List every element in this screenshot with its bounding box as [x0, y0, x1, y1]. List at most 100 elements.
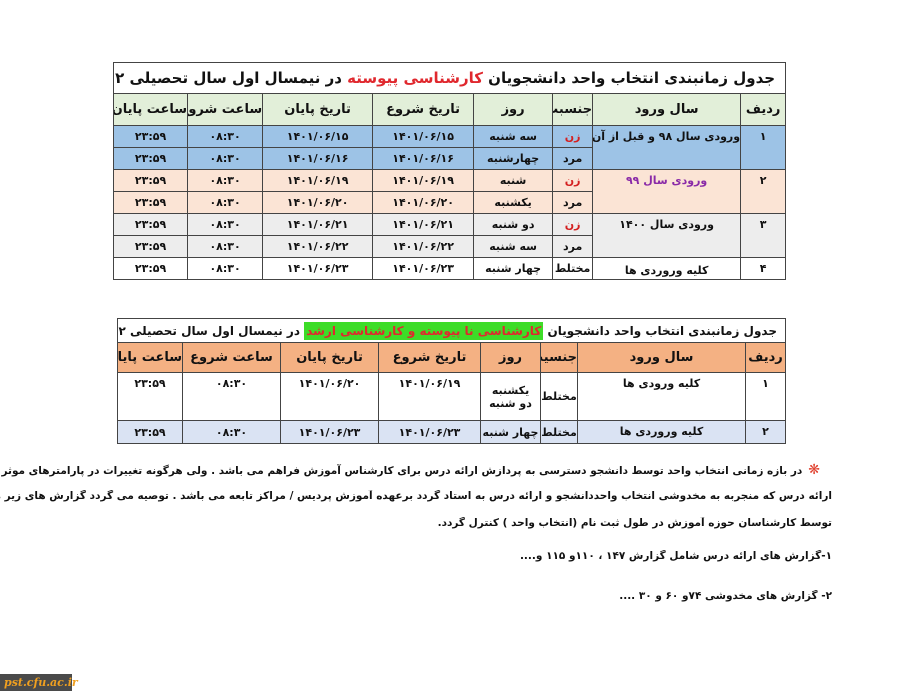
end: ۱۴۰۱/۰۶/۱۹ [262, 169, 374, 192]
entry-year: ورودی سال ۹۸ و قبل از آن [592, 125, 742, 170]
start: ۱۴۰۱/۰۶/۲۱ [372, 213, 475, 236]
t-start: ۰۸:۳۰ [187, 213, 264, 236]
table-row: ۲ کلیه ورورد‌ی ها مختلط چهار شنبه ۱۴۰۱/۰۶/۲۳… [116, 420, 787, 444]
note-item-2: ۲- گزارش های مخدوشی ۷۴و ۶۰ و ۳۰ .... [619, 590, 832, 602]
end: ۱۴۰۱/۰۶/۱۵ [262, 125, 374, 148]
schedule-table-noncontinuous-masters: جدول زمانبندی انتخاب واحد دانشجویان کارش… [116, 318, 787, 444]
end: ۱۴۰۱/۰۶/۲۰ [280, 372, 380, 421]
row-number: ۲ [740, 169, 787, 214]
site-logo: pst.cfu.ac.ir [0, 674, 78, 691]
column-header: جنسبت [552, 93, 594, 126]
row-number: ۲ [745, 420, 787, 444]
note-line-3: توسط کارشناسان حوزه آموزش در طول ثبت نام… [437, 517, 832, 529]
entry-year: ورودی سال ۹۹ [592, 169, 742, 214]
day: چهار شنبه [480, 420, 542, 444]
start: ۱۴۰۱/۰۶/۱۹ [378, 372, 482, 421]
day: چهار شنبه [473, 257, 554, 280]
title-highlight: کارشناسی نا پیوسته و کارشناسی ارشد [304, 321, 544, 340]
row-number: ۱ [740, 125, 787, 170]
t-end: ۲۳:۵۹ [116, 420, 184, 444]
t-start: ۰۸:۳۰ [187, 191, 264, 214]
day: چهارشنبه [473, 147, 554, 170]
gender: مرد [552, 235, 594, 258]
column-header: روز [473, 93, 554, 126]
column-header: سال ورود [577, 342, 747, 373]
schedule-table-continuous-bachelor: جدول زمانبندی انتخاب واحد دانشجویان کارش… [112, 62, 787, 280]
t-end: ۲۳:۵۹ [112, 257, 189, 280]
gender: مختلط [540, 372, 579, 421]
entry-year: ورودی سال ۱۴۰۰ [592, 213, 742, 258]
table-row: مرد سه شنبه ۱۴۰۱/۰۶/۲۲ ۱۴۰۱/۰۶/۲۲ ۰۸:۳۰ ۲۳:۵۹ [112, 235, 786, 258]
end: ۱۴۰۱/۰۶/۲۰ [262, 191, 374, 214]
day: دو شنبه [473, 213, 554, 236]
table-row: ۱ کلیه ورودی ها مختلط یکشنبه دو شنبه ۱۴۰۱/۰۶… [116, 372, 787, 421]
asterisk-flower-icon: ❋ [808, 462, 820, 478]
column-header: ردیف [740, 93, 787, 126]
start: ۱۴۰۱/۰۶/۲۰ [372, 191, 475, 214]
t-start: ۰۸:۳۰ [187, 125, 264, 148]
t-end: ۲۳:۵۹ [112, 235, 189, 258]
table-row: ۳ ورودی سال ۱۴۰۰ زن دو شنبه ۱۴۰۱/۰۶/۲۱ ۱۴۰۱/۰… [112, 213, 787, 258]
start: ۱۴۰۱/۰۶/۱۶ [372, 147, 475, 170]
t-end: ۲۳:۵۹ [116, 372, 184, 421]
gender: مختلط [552, 257, 594, 280]
row-number: ۴ [740, 257, 787, 280]
t-start: ۰۸:۳۰ [187, 147, 264, 170]
end: ۱۴۰۱/۰۶/۲۳ [262, 257, 374, 280]
gender: زن [552, 125, 594, 148]
end: ۱۴۰۱/۰۶/۲۲ [262, 235, 374, 258]
t-end: ۲۳:۵۹ [112, 169, 189, 192]
day: شنبه [473, 169, 554, 192]
start: ۱۴۰۱/۰۶/۲۳ [378, 420, 482, 444]
column-header: تاریخ شروع [372, 93, 475, 126]
note-line-1: ❋در بازه زمانی انتخاب واحد توسط دانشجو د… [0, 462, 820, 478]
table-title: جدول زمانبندی انتخاب واحد دانشجویان کارش… [112, 62, 787, 94]
column-header: سال ورود [592, 93, 742, 126]
end: ۱۴۰۱/۰۶/۲۱ [262, 213, 374, 236]
t-start: ۰۸:۳۰ [182, 372, 282, 421]
gender: زن [552, 213, 594, 236]
column-header: روز [480, 342, 542, 373]
column-header: ردیف [745, 342, 787, 373]
row-number: ۱ [745, 372, 787, 421]
column-header: جنسیت [540, 342, 579, 373]
start: ۱۴۰۱/۰۶/۲۳ [372, 257, 475, 280]
column-header: تاریخ پایان [262, 93, 374, 126]
gender: مرد [552, 191, 594, 214]
day: یکشنبه [473, 191, 554, 214]
gender: مختلط [540, 420, 579, 444]
column-header: ساعت پایان [112, 93, 189, 126]
entry-year: کلیه ورورد‌ی ها [592, 257, 742, 280]
title-highlight: کارشناسی پیوسته [347, 69, 483, 87]
start: ۱۴۰۱/۰۶/۱۹ [372, 169, 475, 192]
t-end: ۲۳:۵۹ [112, 147, 189, 170]
day: سه شنبه [473, 125, 554, 148]
table-row: ۲ ورودی سال ۹۹ زن شنبه ۱۴۰۱/۰۶/۱۹ ۱۴۰۱/۰۶/۱۹ ۰… [112, 169, 787, 214]
day: سه شنبه [473, 235, 554, 258]
t-start: ۰۸:۳۰ [187, 257, 264, 280]
column-header: ساعت پایان [116, 342, 184, 373]
column-header: ساعت شروع [182, 342, 282, 373]
t-end: ۲۳:۵۹ [112, 125, 189, 148]
column-header: تاریخ شروع [378, 342, 482, 373]
t-start: ۰۸:۳۰ [187, 235, 264, 258]
note-line-2: ارائه درس که منجربه به مخدوشی انتخاب واح… [0, 490, 832, 502]
gender: زن [552, 169, 594, 192]
t-start: ۰۸:۳۰ [182, 420, 282, 444]
note-item-1: ۱-گزارش های ارائه درس شامل گزارش ۱۴۷ ، ۱… [519, 550, 832, 562]
table-row: ۱ ورودی سال ۹۸ و قبل از آن زن سه شنبه ۱۴۰۱/۰… [112, 125, 787, 170]
column-header: ساعت شروع [187, 93, 264, 126]
entry-year: کلیه ورورد‌ی ها [577, 420, 747, 444]
start: ۱۴۰۱/۰۶/۱۵ [372, 125, 475, 148]
t-end: ۲۳:۵۹ [112, 191, 189, 214]
row-number: ۳ [740, 213, 787, 258]
end: ۱۴۰۱/۰۶/۲۳ [280, 420, 380, 444]
table-row: مرد چهارشنبه ۱۴۰۱/۰۶/۱۶ ۱۴۰۱/۰۶/۱۶ ۰۸:۳۰ ۲۳:۵… [112, 147, 786, 170]
gender: مرد [552, 147, 594, 170]
start: ۱۴۰۱/۰۶/۲۲ [372, 235, 475, 258]
end: ۱۴۰۱/۰۶/۱۶ [262, 147, 374, 170]
table-title: جدول زمانبندی انتخاب واحد دانشجویان کارش… [116, 318, 787, 343]
entry-year: کلیه ورودی ها [577, 372, 747, 421]
